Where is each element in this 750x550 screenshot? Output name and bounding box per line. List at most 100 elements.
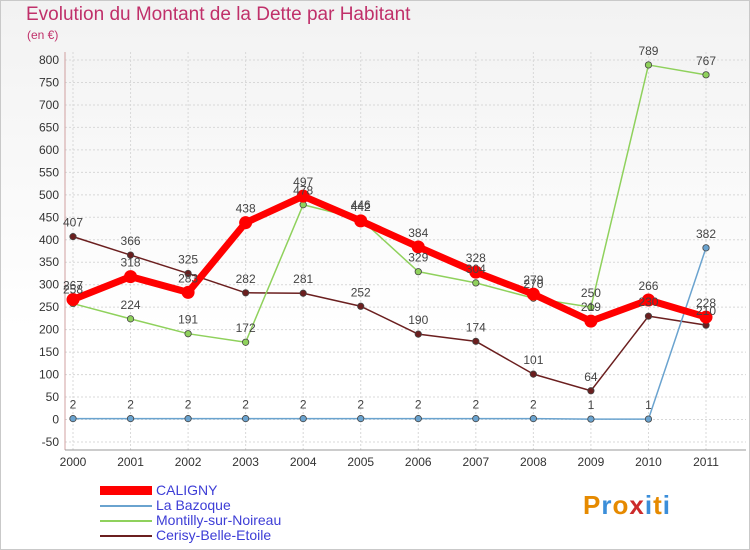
data-point-1 [702, 244, 710, 252]
data-label: 2 [472, 398, 479, 412]
data-label: 767 [696, 54, 716, 68]
data-point-3 [299, 289, 307, 297]
data-label: 174 [466, 320, 486, 334]
series-line-2 [72, 64, 707, 343]
data-point-0 [584, 314, 598, 328]
series-lines [71, 64, 707, 420]
data-label: 266 [638, 279, 658, 293]
logo-letter: x [629, 490, 645, 520]
chart-title: Evolution du Montant de la Dette par Hab… [26, 4, 411, 25]
data-point-2 [587, 303, 595, 311]
y-tick-label: 200 [39, 323, 59, 337]
legend-label-cerisy: Cerisy-Belle-Etoile [156, 527, 272, 543]
data-label: 258 [63, 283, 83, 297]
data-label: 384 [408, 226, 428, 240]
data-point-2 [472, 279, 480, 287]
data-label: 64 [584, 370, 598, 384]
data-label: 190 [408, 313, 428, 327]
data-label: 366 [121, 234, 141, 248]
data-point-0 [526, 287, 540, 301]
x-tick-label: 2006 [405, 455, 432, 469]
series-points [66, 61, 713, 423]
data-point-3 [644, 312, 653, 320]
x-tick-label: 2007 [462, 455, 489, 469]
data-label: 1 [645, 398, 652, 412]
tick-labels: -50 0 50 100 150 200 250 300 350 400 450 500 550 600 6… [39, 53, 719, 469]
y-tick-label: 100 [39, 368, 59, 382]
data-label: 328 [466, 251, 486, 265]
legend-swatch-montilly [100, 520, 152, 522]
data-point-2 [126, 315, 135, 323]
x-tick-label: 2001 [117, 455, 144, 469]
y-tick-label: 700 [39, 98, 59, 112]
data-label: 101 [523, 353, 543, 367]
data-label: 325 [178, 252, 198, 266]
data-label: 497 [293, 175, 313, 189]
legend-swatch-cerisy [100, 535, 152, 537]
data-point-0 [354, 214, 368, 228]
x-tick-label: 2002 [175, 455, 202, 469]
series-line-1 [73, 247, 707, 420]
data-label: 382 [696, 227, 716, 241]
y-tick-label: 400 [39, 233, 59, 247]
axes [64, 52, 746, 451]
x-tick-label: 2003 [232, 455, 259, 469]
data-point-1 [299, 415, 307, 423]
x-tick-label: 2008 [520, 455, 547, 469]
y-tick-label: 250 [39, 300, 59, 314]
data-point-3 [357, 302, 365, 310]
data-point-3 [529, 370, 537, 378]
data-label: 2 [300, 398, 307, 412]
data-label: 329 [408, 251, 428, 265]
logo-letter: r [601, 490, 613, 520]
data-point-2 [414, 268, 422, 276]
data-label: 446 [351, 198, 371, 212]
logo-letter: i [662, 490, 671, 520]
data-label: 250 [581, 286, 601, 300]
logo-letter: P [583, 490, 602, 520]
x-tick-label: 2005 [347, 455, 374, 469]
data-label: 407 [63, 216, 83, 230]
data-point-1 [587, 415, 595, 423]
data-point-3 [587, 387, 595, 395]
data-label: 318 [121, 256, 141, 270]
data-point-1 [472, 415, 480, 423]
data-point-0 [641, 293, 655, 307]
data-point-2 [702, 71, 710, 79]
data-point-3 [184, 269, 192, 278]
x-tick-label: 2011 [693, 455, 719, 469]
data-label: 267 [63, 279, 83, 293]
data-point-2 [184, 330, 192, 338]
data-label: 2 [185, 398, 192, 412]
data-label: 2 [357, 398, 364, 412]
legend-swatch-la-bazoque [100, 505, 152, 507]
data-point-1 [529, 415, 537, 423]
x-tick-label: 2010 [635, 455, 662, 469]
data-label: 442 [351, 200, 371, 214]
data-point-3 [242, 289, 250, 297]
series-line-0 [71, 192, 707, 325]
data-label: 252 [351, 285, 371, 299]
y-tick-label: 550 [39, 165, 59, 179]
y-tick-label: 300 [39, 278, 59, 292]
data-label: 283 [178, 271, 198, 285]
data-label: 210 [696, 304, 716, 318]
data-point-0 [411, 240, 425, 254]
y-tick-label: 800 [39, 53, 59, 67]
data-point-0 [699, 310, 713, 324]
data-point-0 [296, 189, 310, 203]
grid-lines [65, 52, 746, 450]
data-label: 219 [581, 300, 601, 314]
logo-letter: i [644, 490, 654, 520]
data-label: 270 [523, 277, 543, 291]
data-point-2 [242, 338, 250, 346]
y-tick-label: 600 [39, 143, 59, 157]
data-label: 224 [121, 298, 141, 312]
data-label: 789 [638, 44, 658, 58]
y-tick-label: -50 [42, 435, 60, 449]
data-label: 279 [523, 273, 543, 287]
y-tick-label: 0 [52, 413, 59, 427]
data-label: 230 [638, 295, 658, 309]
data-point-3 [69, 233, 77, 241]
